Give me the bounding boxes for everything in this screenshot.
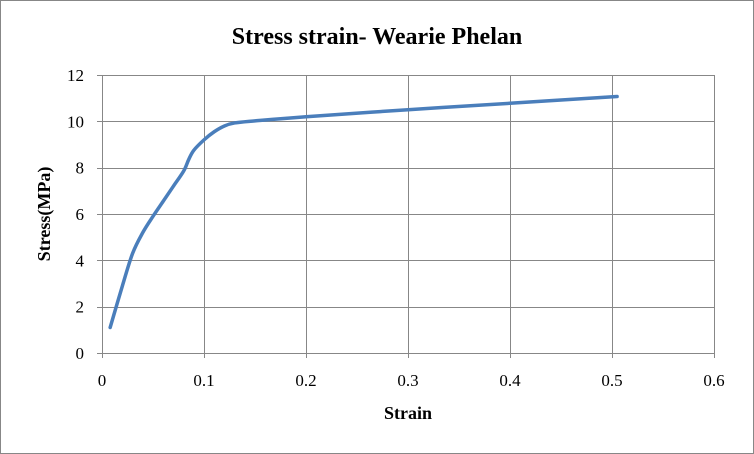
series-line (108, 94, 619, 330)
x-tick-label: 0.5 (601, 371, 622, 390)
y-tick-label: 6 (76, 205, 85, 224)
x-tick-label: 0.2 (295, 371, 316, 390)
y-tick-label: 10 (67, 112, 84, 131)
x-axis-title: Strain (384, 403, 432, 423)
y-tick-label: 8 (76, 159, 85, 178)
y-tick-label: 0 (76, 344, 85, 363)
chart-title: Stress strain- Wearie Phelan (232, 24, 522, 50)
x-tick-label: 0.3 (397, 371, 418, 390)
y-tick-label: 4 (76, 251, 85, 270)
y-tick-label: 12 (67, 66, 84, 85)
grid-lines (102, 75, 715, 353)
x-tick-label: 0.4 (499, 371, 521, 390)
y-axis-title: Stress(MPa) (34, 167, 55, 262)
y-tick-label: 2 (76, 298, 85, 317)
x-tick-label: 0.6 (703, 371, 724, 390)
y-tick-labels: 0 2 4 6 8 10 12 (67, 66, 85, 363)
axes (97, 75, 715, 358)
series-layer (108, 94, 619, 330)
x-tick-labels: 0 0.1 0.2 0.3 0.4 0.5 0.6 (98, 371, 725, 390)
x-tick-label: 0.1 (193, 371, 214, 390)
x-tick-label: 0 (98, 371, 107, 390)
